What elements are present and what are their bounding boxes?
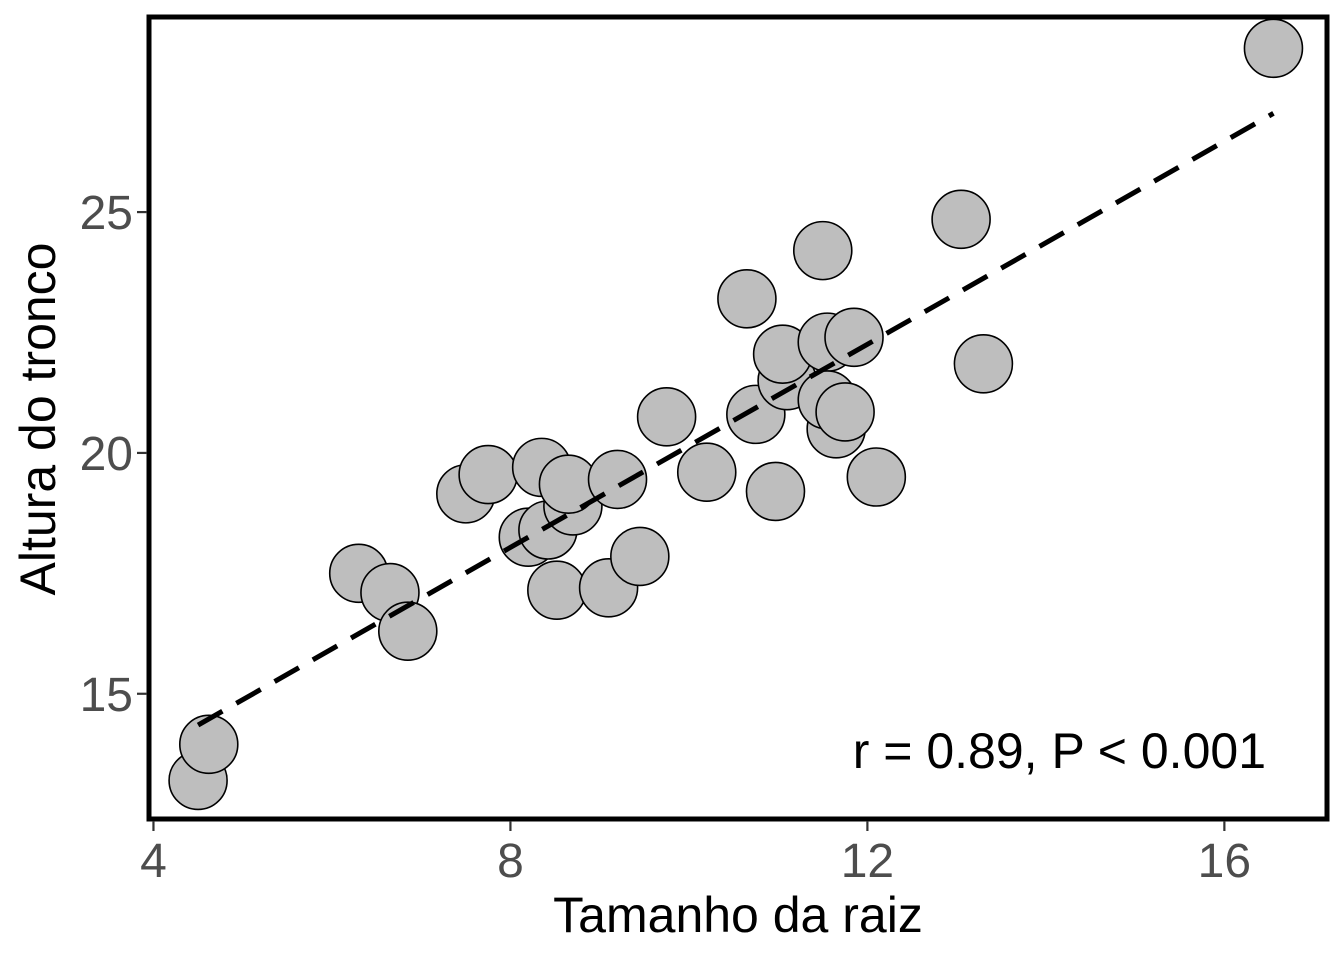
y-tick-label: 15 <box>80 669 133 722</box>
data-point <box>824 307 884 368</box>
data-point <box>676 442 737 502</box>
data-point <box>527 560 587 621</box>
data-point <box>1243 18 1304 79</box>
data-point <box>815 382 875 442</box>
trend-line <box>196 111 1275 728</box>
y-tick-label: 25 <box>80 187 133 240</box>
x-tick-label: 4 <box>140 835 167 888</box>
y-axis: 15 20 25 <box>80 187 147 722</box>
data-point <box>458 444 518 505</box>
x-axis: 4 8 12 16 <box>140 821 1251 888</box>
x-tick-label: 8 <box>497 835 524 888</box>
data-point <box>178 714 239 775</box>
data-point <box>717 268 777 329</box>
plot-frame <box>146 14 1330 822</box>
correlation-annotation: r = 0.89, P < 0.001 <box>853 723 1266 779</box>
data-point <box>745 461 806 522</box>
x-tick-label: 12 <box>841 835 894 888</box>
data-point <box>792 220 853 281</box>
x-tick-label: 16 <box>1198 835 1251 888</box>
y-tick-label: 20 <box>80 428 133 481</box>
points-layer <box>168 18 1304 811</box>
x-axis-title: Tamanho da raiz <box>553 887 923 943</box>
data-point <box>953 334 1014 394</box>
data-point <box>636 386 697 447</box>
y-axis-title: Altura do tronco <box>10 243 66 596</box>
data-point <box>846 447 907 507</box>
data-point <box>931 189 991 250</box>
data-point <box>610 526 670 587</box>
data-point <box>378 601 438 661</box>
